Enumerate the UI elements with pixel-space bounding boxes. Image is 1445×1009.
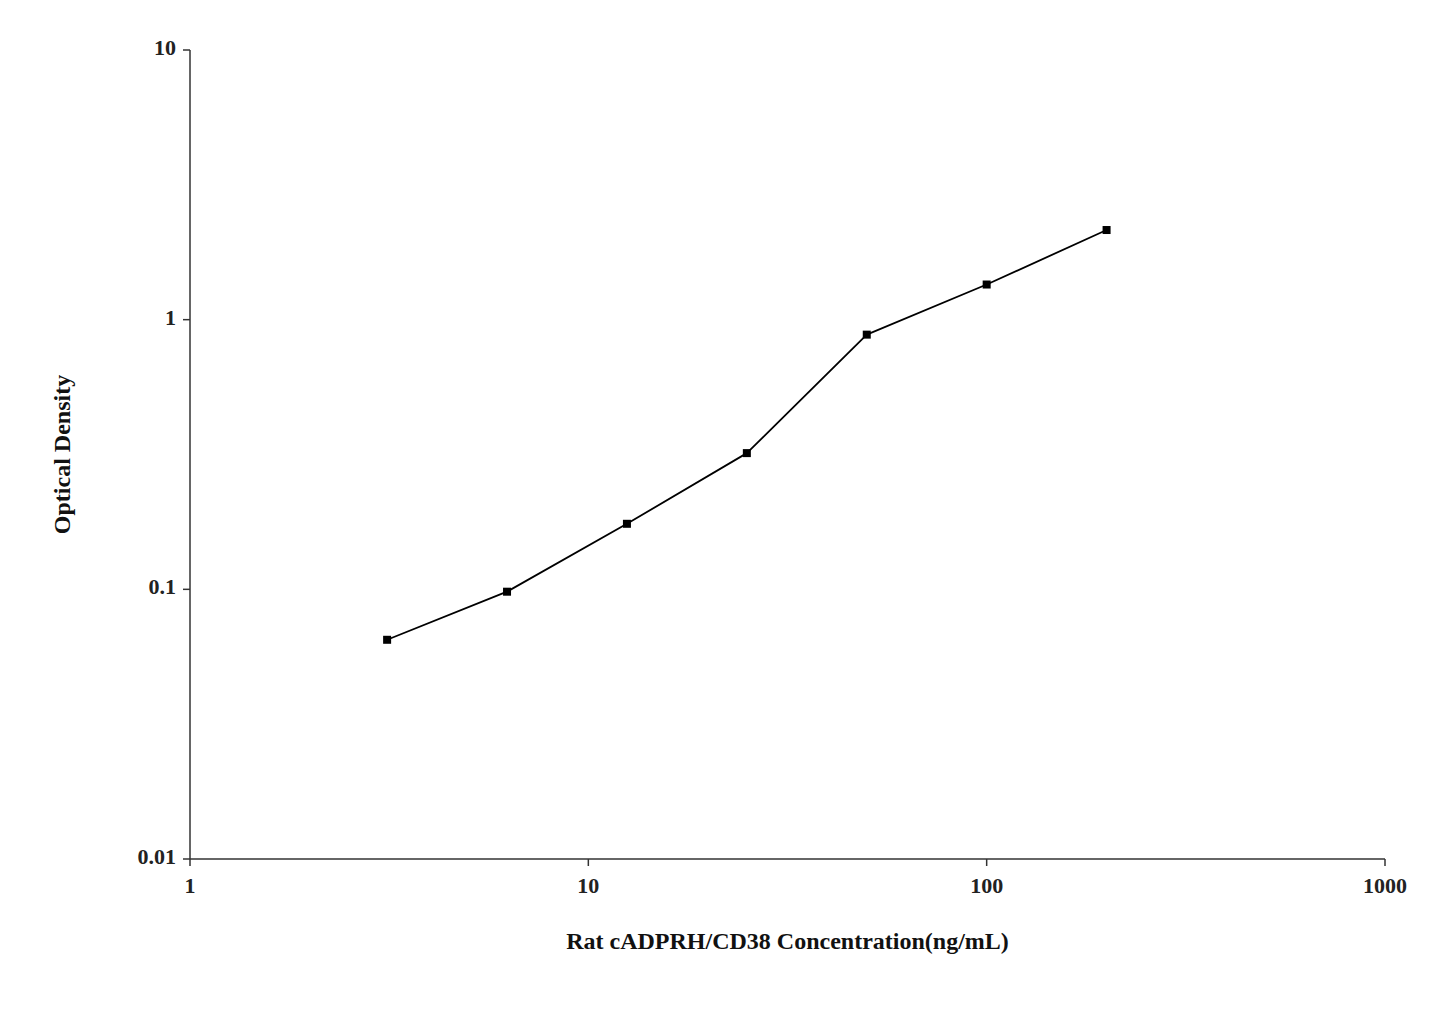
y-axis-line xyxy=(189,50,191,859)
x-tick xyxy=(986,859,988,866)
y-tick-label: 0.1 xyxy=(149,574,177,599)
y-axis-label: Optical Density xyxy=(49,375,75,534)
data-point xyxy=(1103,226,1111,234)
chart: 1 10 100 1000 0.01 0.1 1 10 Rat cADPRH/CD38 Conc… xyxy=(0,0,1445,1009)
x-tick-label: 100 xyxy=(970,873,1003,898)
data-point xyxy=(383,636,391,644)
y-tick xyxy=(183,589,190,591)
x-axis-label: Rat cADPRH/CD38 Concentration(ng/mL) xyxy=(566,928,1009,954)
data-point xyxy=(983,281,991,289)
data-point xyxy=(743,449,751,457)
y-tick-label: 0.01 xyxy=(138,844,177,869)
x-tick xyxy=(1384,859,1386,866)
axes: 1 10 100 1000 0.01 0.1 1 10 xyxy=(138,35,1408,898)
x-tick-label: 10 xyxy=(577,873,599,898)
x-tick xyxy=(588,859,590,866)
x-tick-label: 1 xyxy=(185,873,196,898)
chart-container: 1 10 100 1000 0.01 0.1 1 10 Rat cADPRH/CD38 Conc… xyxy=(0,0,1445,1009)
plot-area xyxy=(383,226,1110,644)
x-tick-label: 1000 xyxy=(1363,873,1407,898)
data-point xyxy=(863,331,871,339)
y-tick-label: 1 xyxy=(165,305,176,330)
data-line xyxy=(387,230,1106,640)
y-tick-label: 10 xyxy=(154,35,176,60)
y-tick xyxy=(183,49,190,51)
data-point xyxy=(503,588,511,596)
background xyxy=(0,0,1445,1009)
x-axis-line xyxy=(190,858,1385,860)
data-point xyxy=(623,520,631,528)
y-tick xyxy=(183,858,190,860)
y-tick xyxy=(183,319,190,321)
x-tick xyxy=(189,859,191,866)
